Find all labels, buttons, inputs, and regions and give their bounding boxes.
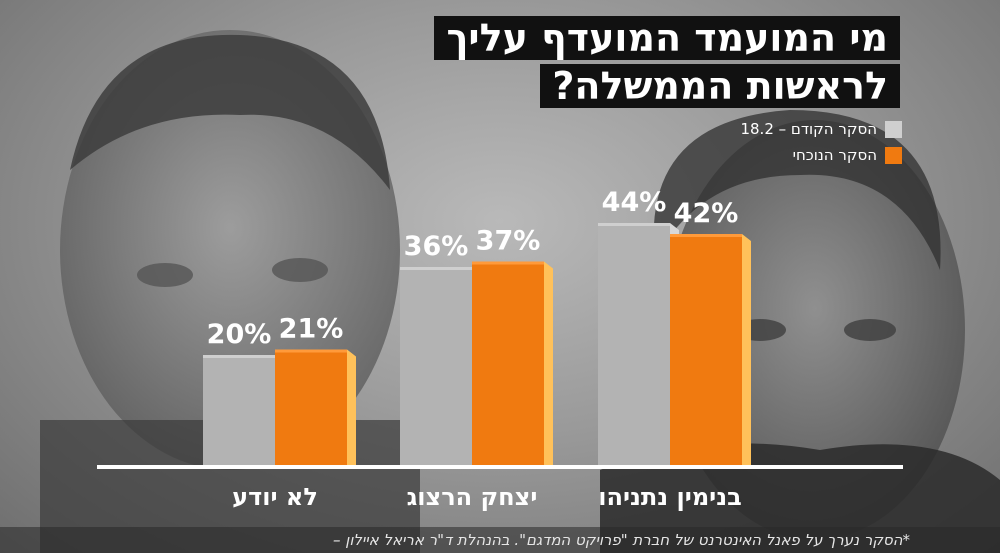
value-label-current-2: 42%: [674, 198, 739, 229]
legend-label-current: הסקר הנוכחי: [792, 146, 877, 164]
value-label-previous-0: 20%: [207, 319, 272, 350]
bar-side-current-0: [347, 349, 356, 465]
value-label-current-0: 21%: [279, 314, 344, 345]
category-label-1: יצחק הרצוג: [407, 483, 538, 511]
chart-baseline: [97, 465, 903, 469]
category-label-2: בנימין נתניהו: [598, 483, 742, 511]
value-label-previous-1: 36%: [404, 231, 469, 262]
chart-title-line1: מי המועמד המועדף עליך: [434, 16, 900, 60]
bar-top-previous-2: [598, 223, 670, 226]
value-label-previous-2: 44%: [602, 187, 667, 218]
legend-label-previous: הסקר הקודם – 18.2: [740, 120, 877, 138]
chart-title-line2: לראשות הממשלה?: [540, 64, 900, 108]
bar-top-current-1: [472, 261, 544, 265]
bar-previous-2: [598, 223, 670, 465]
value-label-current-1: 37%: [476, 226, 541, 257]
footnote: *הסקר נערך על פאנל האינטרנט של חברת "פרו…: [0, 527, 1000, 553]
bar-previous-0: [203, 355, 275, 465]
legend-swatch-previous: [885, 120, 902, 138]
legend: הסקר הקודם – 18.2 הסקר הנוכחי: [740, 116, 902, 168]
bar-previous-1: [400, 267, 472, 465]
bar-side-current-1: [544, 261, 553, 465]
bar-current-1: [472, 261, 544, 465]
bar-top-previous-0: [203, 355, 275, 358]
bar-current-0: [275, 349, 347, 465]
bar-top-previous-1: [400, 267, 472, 270]
bar-top-current-0: [275, 349, 347, 353]
legend-item-current: הסקר הנוכחי: [740, 142, 902, 168]
bar-side-current-2: [742, 234, 751, 465]
bar-current-2: [670, 234, 742, 465]
legend-item-previous: הסקר הקודם – 18.2: [740, 116, 902, 142]
category-label-0: לא יודע: [232, 483, 318, 511]
legend-swatch-current: [885, 146, 902, 164]
bar-top-current-2: [670, 234, 742, 237]
